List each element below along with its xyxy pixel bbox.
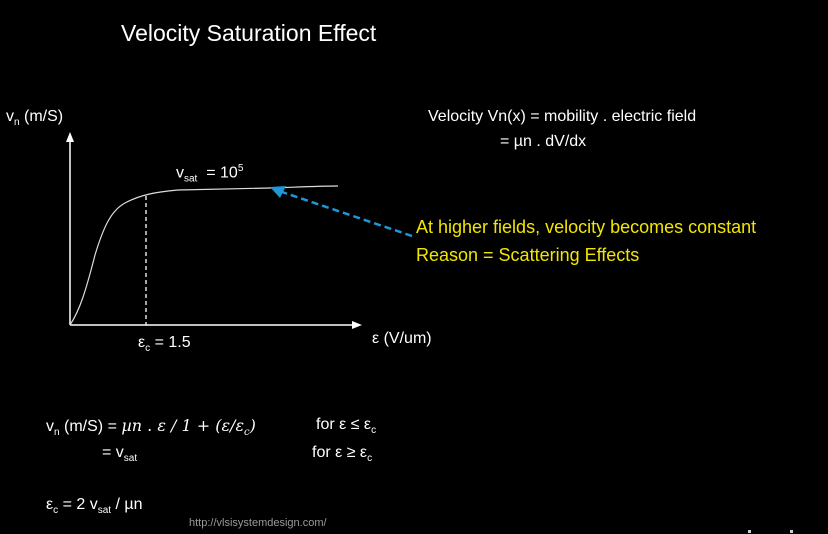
corner-dot [748, 530, 751, 533]
callout-text-2: Reason = Scattering Effects [416, 245, 640, 265]
definition-line-1: Velocity Vn(x) = mobility . electric fie… [428, 108, 697, 125]
formula-line-3: εc = 2 vsat / µn [46, 496, 143, 517]
formula-line-2: = vsat for ε ≥ εc [102, 444, 373, 465]
callout-text-1: At higher fields, velocity becomes const… [416, 217, 757, 237]
corner-dot [790, 530, 793, 533]
y-axis-label: vn (m/S) [6, 108, 64, 129]
y-axis-arrowhead [66, 132, 74, 142]
definition-line-2: = µn . dV/dx [500, 133, 587, 150]
callout-arrowhead [270, 186, 286, 198]
callout-arrow-line [281, 190, 413, 238]
velocity-curve [69, 185, 339, 326]
slide-title: Velocity Saturation Effect [121, 20, 377, 46]
ec-label: εc = 1.5 [138, 334, 191, 355]
formula-line-1: vn (m/S) = µn . ε / 1 + (ε/εc) for ε ≤ ε… [46, 416, 377, 439]
x-axis-label: ε (V/um) [372, 330, 432, 347]
source-url: http://vlsisystemdesign.com/ [189, 517, 327, 529]
x-axis-arrowhead [352, 321, 362, 329]
vsat-label: vsat = 105 [176, 163, 244, 185]
